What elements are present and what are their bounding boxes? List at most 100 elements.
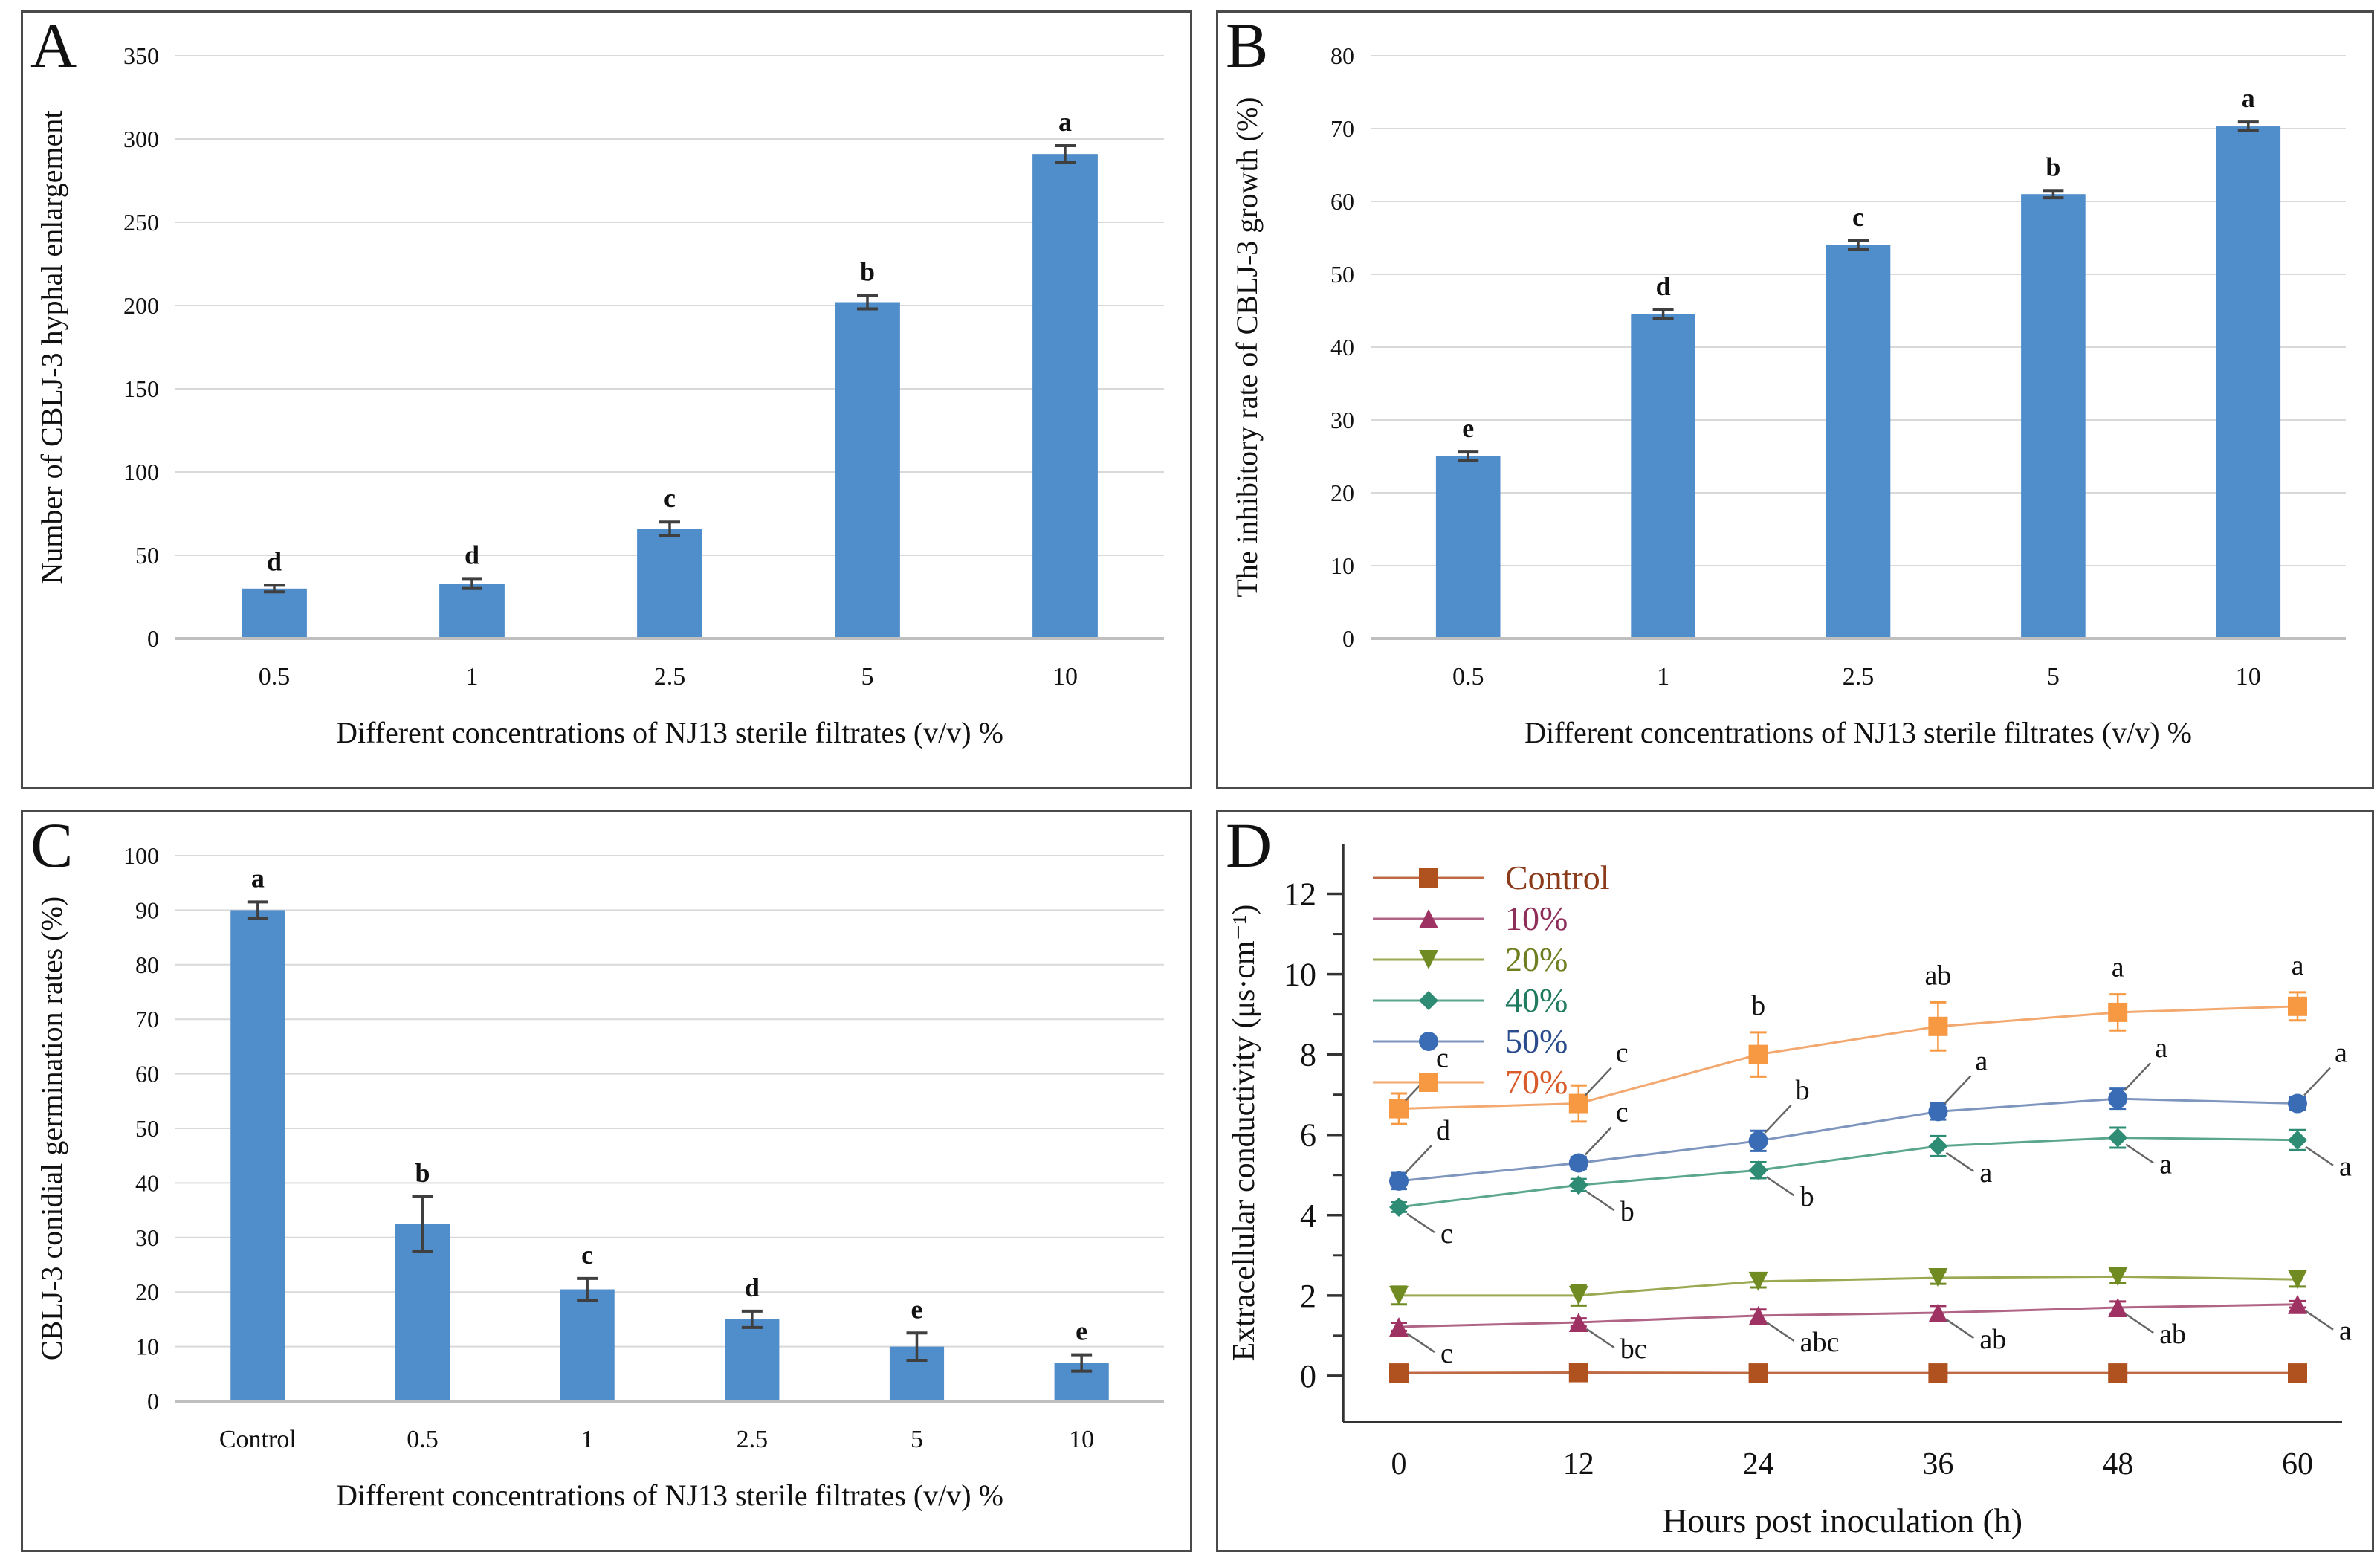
bar bbox=[395, 1224, 450, 1401]
y-tick-label: 100 bbox=[123, 842, 159, 869]
y-tick-label: 2 bbox=[1300, 1278, 1316, 1314]
y-tick-label: 50 bbox=[135, 542, 159, 569]
marker-triangle-down bbox=[1748, 1271, 1768, 1291]
panel-c-bar-chart: 0 10 20 30 40 50 60 70 80 90 100 a Control b 0.5 c 1 d 2.5… bbox=[35, 842, 1164, 1512]
bar bbox=[1826, 245, 1891, 639]
significance-letter: b bbox=[1800, 1181, 1814, 1212]
significance-letter: ab bbox=[1924, 960, 1951, 991]
letter-connector bbox=[1944, 1075, 1972, 1105]
y-tick-label: 4 bbox=[1300, 1198, 1316, 1234]
significance-letter: d bbox=[745, 1273, 760, 1302]
marker-circle bbox=[1419, 1032, 1438, 1051]
marker-square bbox=[1389, 1363, 1409, 1383]
significance-letter: e bbox=[911, 1294, 923, 1324]
x-axis-title: Different concentrations of NJ13 sterile… bbox=[336, 716, 1003, 749]
letter-connector bbox=[1945, 1319, 1975, 1339]
marker-triangle-up bbox=[2108, 1298, 2128, 1318]
series-line-40% bbox=[1398, 1136, 2298, 1209]
panel-a-hyphal-enlargement: A 0 50 100 150 200 250 300 350 d 0.5 d 1 c 2.5 b 5 a 10 Di… bbox=[21, 10, 1192, 789]
x-tick-label: 2.5 bbox=[654, 663, 686, 691]
significance-letter: c bbox=[1616, 1097, 1629, 1128]
significance-letter: d bbox=[1436, 1115, 1450, 1146]
series-line-10% bbox=[1398, 1303, 2298, 1328]
y-tick-label: 90 bbox=[135, 896, 159, 923]
significance-letter: a bbox=[1058, 107, 1072, 137]
bar bbox=[2021, 194, 2086, 639]
significance-letter: c bbox=[1440, 1338, 1453, 1369]
letter-connector bbox=[1586, 1191, 1615, 1212]
y-tick-label: 150 bbox=[123, 375, 159, 402]
significance-letter: bc bbox=[1620, 1334, 1647, 1365]
y-axis-title: The inhibitory rate of CBLJ-3 growth (%) bbox=[1230, 97, 1264, 597]
y-tick-label: 50 bbox=[1330, 261, 1354, 288]
x-tick-label: 24 bbox=[1743, 1447, 1774, 1481]
significance-letter: abc bbox=[1800, 1327, 1840, 1358]
significance-letter: c bbox=[581, 1240, 593, 1270]
legend-label: 10% bbox=[1505, 899, 1568, 937]
x-tick-label: 1 bbox=[466, 663, 479, 691]
letter-connector bbox=[1765, 1321, 1795, 1342]
panel-d-letter: D bbox=[1226, 809, 1273, 881]
significance-letter: b bbox=[860, 257, 875, 287]
panel-c-germination-rates: C 0 10 20 30 40 50 60 70 80 90 100 a Control b 0.5 c 1 d 2… bbox=[21, 809, 1192, 1552]
y-tick-label: 0 bbox=[1300, 1358, 1316, 1394]
legend-label: 50% bbox=[1505, 1022, 1568, 1060]
y-tick-label: 70 bbox=[135, 1006, 159, 1032]
marker-triangle-up bbox=[1419, 909, 1438, 928]
y-tick-label: 200 bbox=[123, 292, 159, 319]
letter-connector bbox=[2125, 1143, 2154, 1164]
series-line-20% bbox=[1399, 1275, 2298, 1297]
significance-letter: c bbox=[1440, 1218, 1453, 1250]
letter-connector bbox=[1765, 1176, 1795, 1197]
marker-triangle-up bbox=[2288, 1294, 2307, 1314]
x-tick-label: 5 bbox=[861, 663, 874, 691]
legend-label: 40% bbox=[1505, 981, 1568, 1019]
significance-letter: a bbox=[2292, 950, 2304, 981]
y-tick-label: 70 bbox=[1330, 115, 1354, 142]
panel-d-conductivity-lines: D 0 2 4 6 8 10 12 0 12 24 36 48 60 Hours post inocula… bbox=[1216, 809, 2374, 1552]
letter-connector bbox=[2305, 1310, 2334, 1331]
marker-triangle-down bbox=[1419, 950, 1438, 969]
marker-triangle-down bbox=[2288, 1270, 2307, 1290]
y-tick-label: 250 bbox=[123, 209, 159, 236]
y-tick-label: 10 bbox=[135, 1334, 159, 1360]
marker-triangle-up bbox=[1568, 1313, 1588, 1333]
letter-connector bbox=[2124, 1062, 2152, 1091]
marker-triangle-down bbox=[1568, 1285, 1588, 1305]
significance-letter: e bbox=[1462, 413, 1474, 443]
x-tick-label: 0.5 bbox=[259, 663, 291, 691]
y-axis-title: Extracellular conductivity (μs·cm⁻¹) bbox=[1227, 905, 1261, 1362]
marker-diamond bbox=[1928, 1136, 1948, 1156]
marker-square bbox=[2288, 1363, 2307, 1383]
x-tick-label: 10 bbox=[1052, 663, 1078, 691]
x-tick-label: 5 bbox=[2047, 663, 2060, 691]
panel-a-bar-chart: 0 50 100 150 200 250 300 350 d 0.5 d 1 c 2.5 b 5 a 10 Diff… bbox=[35, 42, 1164, 749]
significance-letter: a bbox=[2155, 1032, 2167, 1064]
letter-connector bbox=[2303, 1067, 2331, 1096]
y-tick-label: 6 bbox=[1300, 1117, 1316, 1154]
significance-letter: a bbox=[2159, 1148, 2172, 1180]
y-tick-label: 300 bbox=[123, 126, 159, 152]
y-tick-label: 12 bbox=[1284, 876, 1316, 913]
x-tick-label: 60 bbox=[2282, 1447, 2313, 1481]
panel-b-letter: B bbox=[1226, 10, 1269, 81]
marker-circle bbox=[2108, 1089, 2128, 1109]
y-tick-label: 20 bbox=[1330, 479, 1354, 506]
bar bbox=[560, 1289, 615, 1401]
significance-letter: a bbox=[2339, 1316, 2352, 1347]
significance-letter: ab bbox=[2159, 1319, 2186, 1350]
y-tick-label: 30 bbox=[1330, 407, 1354, 433]
y-tick-label: 10 bbox=[1330, 552, 1354, 579]
significance-letter: b bbox=[2046, 152, 2060, 181]
letter-connector bbox=[2305, 1145, 2334, 1166]
x-tick-label: 1 bbox=[1657, 663, 1669, 691]
y-axis-title: Number of CBLJ-3 hyphal enlargement bbox=[35, 111, 68, 584]
significance-letter: c bbox=[664, 483, 676, 513]
x-tick-label: 0 bbox=[1391, 1447, 1407, 1481]
bar bbox=[1032, 154, 1098, 639]
marker-triangle-down bbox=[1389, 1285, 1409, 1305]
marker-circle bbox=[2288, 1093, 2307, 1114]
y-tick-label: 0 bbox=[147, 1388, 159, 1415]
marker-square bbox=[1748, 1363, 1768, 1383]
